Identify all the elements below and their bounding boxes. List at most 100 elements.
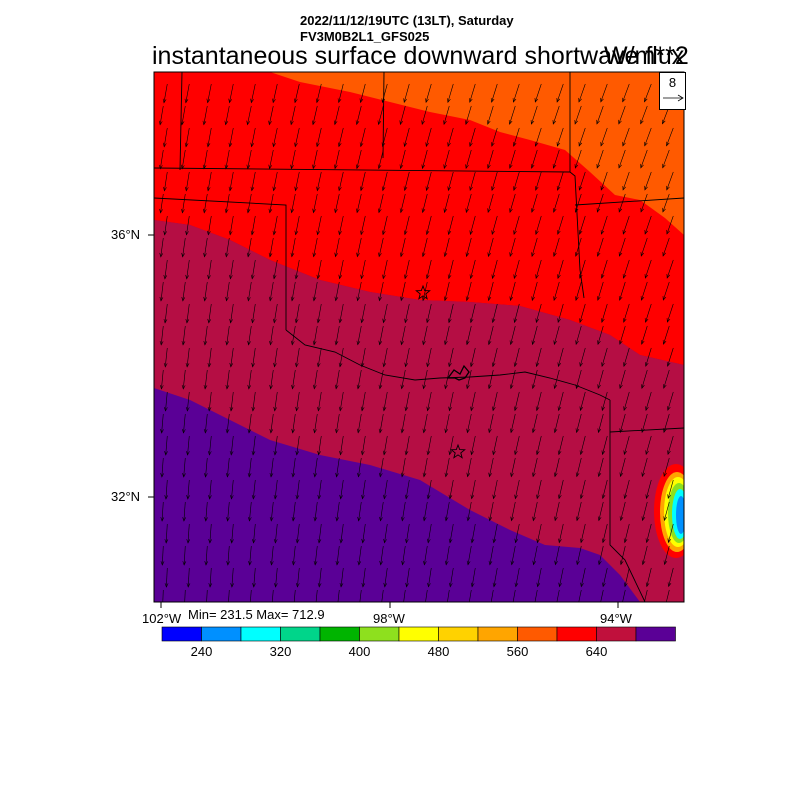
- wind-arrow: [358, 501, 362, 521]
- wind-arrow: [449, 523, 454, 543]
- wind-arrow-head: [597, 516, 602, 522]
- wind-arrow: [470, 303, 476, 323]
- wind-arrow-head: [509, 208, 513, 213]
- wind-arrow-head: [553, 428, 558, 434]
- wind-arrow-head: [312, 208, 316, 214]
- wind-arrow-head: [578, 97, 582, 103]
- wind-arrow-head: [316, 274, 321, 280]
- wind-arrow-head: [444, 560, 449, 566]
- wind-arrow-head: [377, 120, 382, 126]
- wind-arrow-head: [645, 494, 650, 500]
- wind-arrow-head: [160, 429, 164, 434]
- wind-arrow-head: [251, 450, 256, 456]
- wind-arrow-head: [623, 582, 628, 588]
- wind-arrow: [163, 127, 168, 147]
- wind-arrow-head: [666, 362, 671, 367]
- wind-arrow: [601, 215, 608, 235]
- wind-arrow: [664, 545, 670, 565]
- wind-arrow: [488, 281, 494, 301]
- wind-arrow: [534, 83, 542, 103]
- wind-arrow-head: [443, 120, 447, 126]
- wind-arrow-head: [403, 98, 407, 104]
- wind-arrow-head: [225, 428, 230, 434]
- map-frame: [153, 71, 685, 603]
- wind-arrow-head: [492, 582, 497, 588]
- wind-arrow: [290, 105, 296, 125]
- wind-arrow: [510, 325, 516, 345]
- wind-arrow-head: [404, 406, 409, 412]
- wind-arrow: [602, 523, 608, 543]
- wind-arrow: [444, 237, 450, 257]
- wind-arrow: [624, 479, 630, 499]
- wind-arrow: [644, 127, 652, 146]
- wind-arrow: [406, 567, 410, 587]
- wind-arrow-head: [491, 362, 496, 368]
- wind-arrow-head: [207, 274, 211, 280]
- wind-arrow-head: [487, 164, 491, 169]
- wind-arrow-head: [619, 340, 623, 345]
- wind-arrow-head: [226, 561, 230, 566]
- wind-arrow-head: [535, 450, 540, 456]
- wind-arrow: [622, 215, 630, 235]
- wind-arrow-head: [339, 582, 344, 588]
- wind-arrow-head: [622, 318, 627, 323]
- wind-arrow-head: [334, 164, 338, 170]
- wind-arrow-head: [663, 516, 668, 522]
- wind-arrow: [361, 347, 366, 367]
- wind-arrow: [619, 369, 626, 389]
- wind-arrow: [553, 149, 560, 169]
- wind-arrow-head: [159, 164, 163, 170]
- wind-arrow: [514, 391, 520, 411]
- wind-arrow: [666, 127, 674, 146]
- wind-arrow-head: [491, 318, 496, 324]
- wind-arrow: [269, 193, 274, 213]
- wind-arrow-head: [356, 252, 360, 258]
- wind-arrow-head: [378, 472, 383, 478]
- wind-arrow: [294, 83, 300, 103]
- wind-arrow: [663, 369, 670, 389]
- lon-label-98w: 98°W: [373, 611, 405, 626]
- wind-arrow-head: [662, 251, 666, 257]
- wind-arrow-head: [185, 274, 189, 280]
- wind-arrow-head: [316, 142, 320, 148]
- wind-arrow-head: [426, 406, 431, 412]
- wind-arrow-head: [623, 450, 628, 456]
- wind-arrow: [580, 523, 586, 543]
- wind-arrow: [515, 479, 520, 499]
- wind-arrow: [640, 149, 648, 168]
- wind-arrow: [554, 413, 560, 433]
- wind-arrow: [667, 435, 674, 455]
- wind-arrow: [226, 413, 230, 433]
- wind-arrow-head: [531, 252, 535, 258]
- wind-arrow: [404, 215, 410, 235]
- wind-arrow-head: [601, 450, 606, 456]
- wind-arrow: [641, 281, 648, 301]
- wind-arrow-head: [467, 605, 470, 609]
- wind-arrow: [165, 479, 168, 499]
- wind-arrow-head: [622, 141, 626, 147]
- wind-arrow: [312, 149, 318, 169]
- wind-arrow-head: [444, 384, 448, 390]
- wind-arrow: [645, 303, 652, 323]
- wind-arrow: [402, 545, 406, 565]
- wind-arrow-head: [667, 450, 671, 455]
- wind-arrow-head: [618, 119, 622, 125]
- wind-arrow: [295, 259, 300, 279]
- wind-arrow-head: [556, 186, 561, 191]
- wind-arrow-head: [163, 274, 168, 280]
- wind-arrow: [340, 567, 344, 587]
- wind-arrow: [187, 391, 190, 411]
- wind-arrow: [274, 479, 278, 499]
- wind-arrow: [514, 435, 520, 455]
- wind-arrow: [492, 303, 498, 323]
- wind-arrow-head: [180, 164, 185, 170]
- wind-arrow-head: [381, 142, 386, 148]
- wind-arrow-head: [623, 538, 628, 544]
- wind-arrow-head: [339, 494, 343, 500]
- wind-arrow-head: [312, 252, 317, 258]
- wind-arrow: [532, 325, 538, 345]
- wind-arrow-head: [163, 186, 167, 192]
- wind-arrow-head: [361, 538, 365, 544]
- wind-arrow-head: [272, 230, 277, 236]
- wind-arrow: [231, 567, 234, 587]
